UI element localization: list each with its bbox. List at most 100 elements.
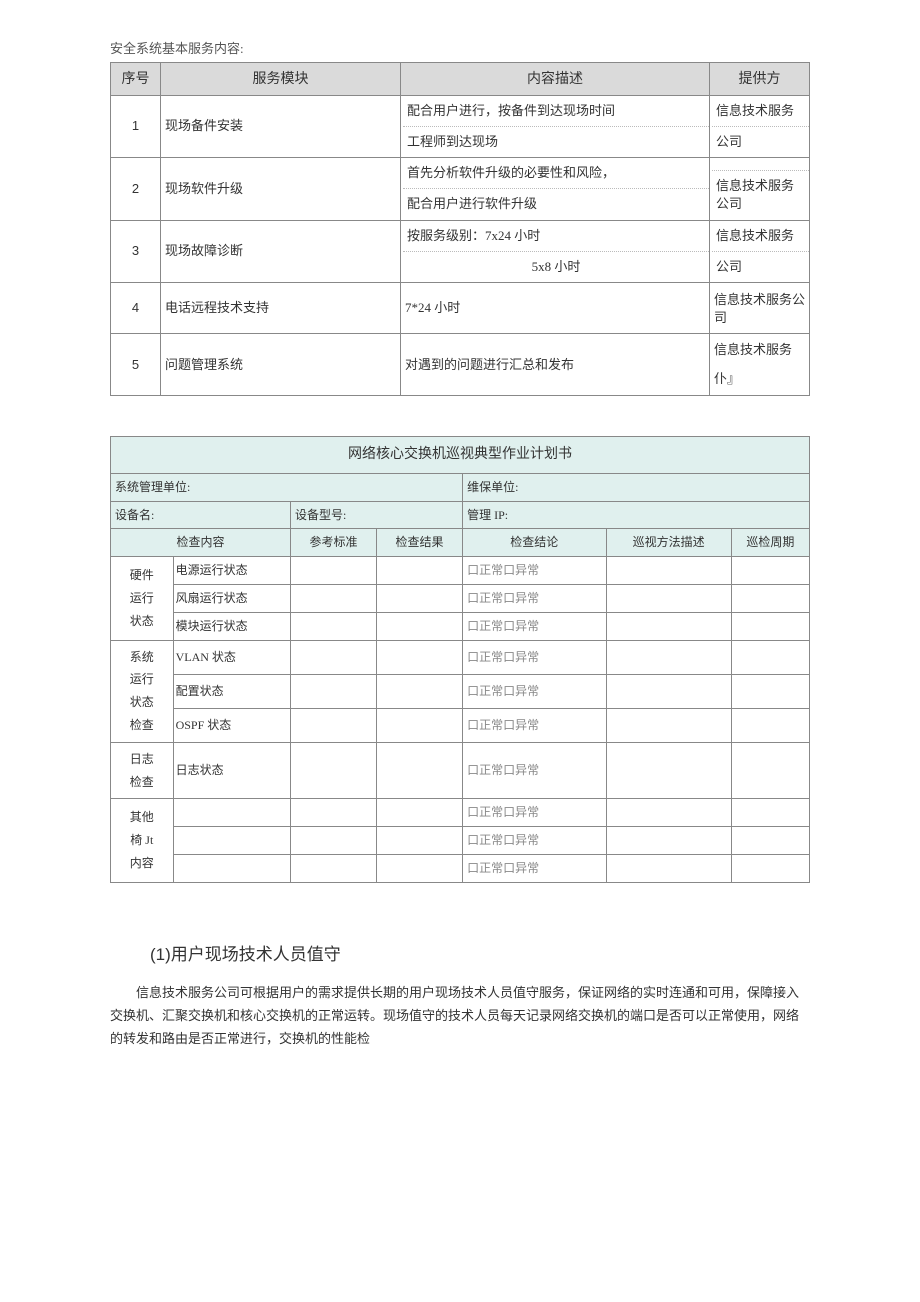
item-cell: 配置状态	[173, 674, 290, 708]
th-prov: 提供方	[710, 63, 810, 96]
prov-line: 公司	[712, 252, 809, 282]
table-row: 其他椅 Jt内容口正常口异常	[111, 799, 810, 827]
desc-line: 5x8 小时	[403, 252, 709, 282]
col-meth: 巡视方法描述	[606, 529, 731, 557]
service-table: 序号 服务模块 内容描述 提供方 1 现场备件安装 配合用户进行，按备件到达现场…	[110, 62, 810, 396]
desc-line: 配合用户进行软件升级	[403, 189, 709, 219]
prov-line: 公司	[712, 127, 809, 157]
cell-desc: 配合用户进行，按备件到达现场时间 工程师到达现场	[401, 95, 710, 157]
cell-module: 现场软件升级	[161, 158, 401, 220]
table-row: 日志检查日志状态口正常口异常	[111, 742, 810, 799]
cycle-cell	[731, 674, 809, 708]
meth-cell	[606, 799, 731, 827]
cell-num: 4	[111, 282, 161, 333]
col-concl: 检查结论	[463, 529, 606, 557]
cycle-cell	[731, 799, 809, 827]
item-cell: 模块运行状态	[173, 612, 290, 640]
std-cell	[290, 557, 376, 585]
std-cell	[290, 799, 376, 827]
table-row: 3 现场故障诊断 按服务级别：7x24 小时 5x8 小时 信息技术服务 公司	[111, 220, 810, 282]
std-cell	[290, 612, 376, 640]
std-cell	[290, 708, 376, 742]
col-content: 检查内容	[111, 529, 291, 557]
cycle-cell	[731, 612, 809, 640]
conclusion-cell: 口正常口异常	[463, 855, 606, 883]
meth-cell	[606, 674, 731, 708]
std-cell	[290, 742, 376, 799]
conclusion-cell: 口正常口异常	[463, 674, 606, 708]
cell-num: 3	[111, 220, 161, 282]
th-module: 服务模块	[161, 63, 401, 96]
desc-line: 工程师到达现场	[403, 127, 709, 157]
std-cell	[290, 640, 376, 674]
section-heading: (1)用户现场技术人员值守	[150, 943, 810, 967]
cell-prov: 信息技术服务 仆』	[710, 334, 810, 396]
prov-line: 信息技术服务公司	[712, 171, 809, 219]
prov-line: 仆』	[714, 365, 805, 394]
res-cell	[377, 640, 463, 674]
table-row: 模块运行状态 口正常口异常	[111, 612, 810, 640]
desc-line: 按服务级别：7x24 小时	[403, 221, 709, 252]
table-row: 风扇运行状态口正常口异常	[111, 585, 810, 613]
item-cell: OSPF 状态	[173, 708, 290, 742]
cycle-cell	[731, 640, 809, 674]
cell-num: 5	[111, 334, 161, 396]
table-row: 1 现场备件安装 配合用户进行，按备件到达现场时间 工程师到达现场 信息技术服务…	[111, 95, 810, 157]
cell-num: 1	[111, 95, 161, 157]
table-row: OSPF 状态口正常口异常	[111, 708, 810, 742]
cell-prov: 信息技术服务公司	[710, 158, 810, 220]
maint-label: 维保单位:	[463, 473, 810, 501]
col-res: 检查结果	[377, 529, 463, 557]
meth-cell	[606, 557, 731, 585]
meth-cell	[606, 742, 731, 799]
cell-module: 现场故障诊断	[161, 220, 401, 282]
item-cell: 风扇运行状态	[173, 585, 290, 613]
cycle-cell	[731, 585, 809, 613]
std-cell	[290, 674, 376, 708]
cell-prov: 信息技术服务公司	[710, 282, 810, 333]
prov-line: 信息技术服务	[712, 221, 809, 252]
std-cell	[290, 585, 376, 613]
conclusion-cell: 口正常口异常	[463, 640, 606, 674]
cell-prov: 信息技术服务 公司	[710, 95, 810, 157]
table2-title: 网络核心交换机巡视典型作业计划书	[111, 437, 810, 474]
item-cell: VLAN 状态	[173, 640, 290, 674]
table-row: 4 电话远程技术支持 7*24 小时 信息技术服务公司	[111, 282, 810, 333]
table-row: 口正常口异常	[111, 827, 810, 855]
cell-desc: 首先分析软件升级的必要性和风险， 配合用户进行软件升级	[401, 158, 710, 220]
res-cell	[377, 827, 463, 855]
item-cell: 日志状态	[173, 742, 290, 799]
cycle-cell	[731, 708, 809, 742]
table-row: 5 问题管理系统 对遇到的问题进行汇总和发布 信息技术服务 仆』	[111, 334, 810, 396]
prov-line: 信息技术服务	[712, 96, 809, 127]
meth-cell	[606, 585, 731, 613]
meth-cell	[606, 708, 731, 742]
intro-text: 安全系统基本服务内容:	[110, 40, 810, 58]
cell-prov: 信息技术服务 公司	[710, 220, 810, 282]
org-label: 系统管理单位:	[111, 473, 463, 501]
cell-desc: 按服务级别：7x24 小时 5x8 小时	[401, 220, 710, 282]
res-cell	[377, 557, 463, 585]
model-label: 设备型号:	[290, 501, 462, 529]
cycle-cell	[731, 557, 809, 585]
res-cell	[377, 674, 463, 708]
conclusion-cell: 口正常口异常	[463, 742, 606, 799]
res-cell	[377, 799, 463, 827]
table-row: 2 现场软件升级 首先分析软件升级的必要性和风险， 配合用户进行软件升级 信息技…	[111, 158, 810, 220]
cat-cell: 硬件运行状态	[111, 557, 174, 640]
cycle-cell	[731, 827, 809, 855]
item-cell	[173, 855, 290, 883]
meth-cell	[606, 855, 731, 883]
std-cell	[290, 855, 376, 883]
table-row: 配置状态 口正常口异常	[111, 674, 810, 708]
ip-label: 管理 IP:	[463, 501, 810, 529]
item-cell	[173, 799, 290, 827]
prov-line: 信息技术服务	[714, 336, 805, 365]
conclusion-cell: 口正常口异常	[463, 827, 606, 855]
conclusion-cell: 口正常口异常	[463, 612, 606, 640]
res-cell	[377, 855, 463, 883]
cat-cell: 系统运行状态检查	[111, 640, 174, 742]
item-cell: 电源运行状态	[173, 557, 290, 585]
desc-line: 配合用户进行，按备件到达现场时间	[403, 96, 709, 127]
th-desc: 内容描述	[401, 63, 710, 96]
